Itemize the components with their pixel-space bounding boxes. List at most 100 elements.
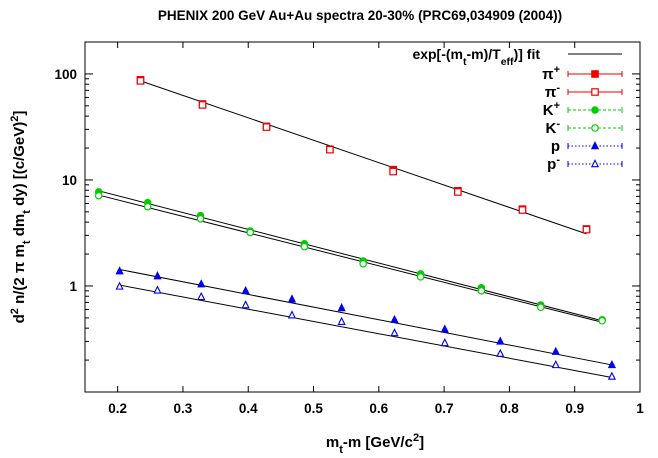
legend-label-sup: - [556, 118, 560, 130]
series-p [115, 266, 617, 369]
legend-label-sup: + [554, 100, 560, 112]
x-tick-label: 0.6 [369, 401, 388, 416]
series-p- [115, 281, 617, 380]
data-point [496, 348, 505, 357]
data-point [359, 259, 367, 268]
y-tick-label: 100 [54, 67, 77, 82]
chart-title: PHENIX 200 GeV Au+Au spectra 20-30% (PRC… [158, 8, 562, 23]
x-axis-label: mt-m [GeV/c2] [326, 432, 424, 456]
data-point [153, 285, 162, 294]
x-tick-label: 1 [636, 401, 644, 416]
x-label-sup: 2 [413, 432, 419, 444]
legend-marker-K+ [591, 106, 599, 114]
data-point [598, 316, 606, 325]
data-point [607, 371, 617, 380]
legend-fit-sub: eff [501, 56, 514, 68]
data-point [196, 215, 205, 223]
data-point [300, 242, 309, 251]
fit-line [98, 190, 603, 322]
legend-fit-sub: t [463, 56, 467, 68]
y-label-part: 2 [9, 308, 21, 314]
legend-label-base: π [542, 66, 554, 83]
data-point [197, 279, 206, 288]
legend-label-p: p [551, 138, 560, 155]
legend-label-base: p [547, 156, 556, 173]
series-K- [94, 191, 606, 325]
y-label-part: t [21, 210, 33, 214]
legend-fit-part: -m)/T [467, 46, 502, 62]
data-point [115, 266, 124, 275]
legend-label-sup: + [554, 64, 560, 76]
x-tick-label: 0.8 [500, 401, 519, 416]
data-point [197, 291, 206, 301]
data-point [536, 303, 545, 312]
data-point [136, 77, 145, 85]
data-point [241, 285, 250, 295]
data-point [607, 360, 617, 369]
x-label-part: m [326, 434, 339, 451]
legend-label-K+: K+ [543, 100, 560, 119]
data-points [94, 76, 617, 380]
legend-fit-part: )] fit [514, 46, 541, 62]
data-point [326, 145, 334, 154]
legend-marker-π- [591, 88, 599, 96]
fit-lines [98, 80, 613, 378]
legend-label-base: K [543, 102, 554, 119]
data-point [440, 324, 449, 333]
y-label-part: t [21, 240, 33, 244]
x-tick-label: 0.4 [239, 401, 258, 416]
y-label-part: 2 [9, 116, 21, 122]
plot-frame [84, 41, 641, 393]
data-point [198, 101, 207, 109]
data-point [551, 360, 560, 369]
legend-label-sup: - [556, 82, 560, 94]
x-label-sub: t [339, 444, 343, 456]
y-label-part: dy) [(c/GeV) [11, 122, 28, 210]
data-point [115, 281, 124, 290]
y-label-part: n/(2 π m [11, 244, 28, 308]
data-point [390, 314, 399, 324]
y-axis-label: d2 n/(2 π mt dmt dy) [(c/GeV)2] [9, 111, 33, 324]
data-point [518, 206, 527, 214]
data-point [143, 202, 152, 211]
data-point [454, 188, 462, 196]
data-point [477, 287, 486, 295]
x-tick-label: 0.5 [304, 401, 323, 416]
x-label-part: -m [GeV/c [343, 434, 413, 451]
legend-label-sup: - [556, 154, 560, 166]
x-label-part: ] [419, 434, 424, 451]
data-point [416, 273, 425, 281]
y-tick-label: 1 [69, 279, 77, 294]
data-point [246, 228, 254, 237]
data-point [153, 271, 162, 280]
legend-marker-p [590, 141, 600, 150]
data-point [390, 328, 399, 337]
data-point [94, 191, 103, 200]
data-point [389, 167, 397, 176]
x-tick-label: 0.2 [108, 401, 127, 416]
data-point [241, 300, 250, 309]
y-tick-label: 10 [62, 173, 77, 188]
y-label-part: ] [11, 111, 28, 116]
legend-label-base: K [545, 120, 556, 137]
x-tick-label: 0.9 [565, 401, 584, 416]
legend-fit-part: exp[-(m [412, 46, 463, 62]
y-axis: 1 10 100 [54, 41, 640, 393]
series-π- [136, 77, 591, 234]
legend-label-π-: π- [545, 82, 560, 101]
data-point [496, 336, 505, 345]
fit-line [140, 80, 587, 235]
legend-label-base: p [551, 138, 560, 155]
legend-label-p-: p- [547, 154, 560, 173]
data-point [440, 338, 449, 347]
fit-line [119, 284, 613, 378]
x-tick-label: 0.3 [174, 401, 193, 416]
legend-marker-K- [591, 124, 599, 132]
data-point [582, 225, 591, 234]
legend-marker-p- [590, 159, 600, 168]
legend-label-base: π [545, 84, 557, 101]
data-point [337, 316, 346, 325]
legend-label-π+: π+ [542, 64, 560, 83]
